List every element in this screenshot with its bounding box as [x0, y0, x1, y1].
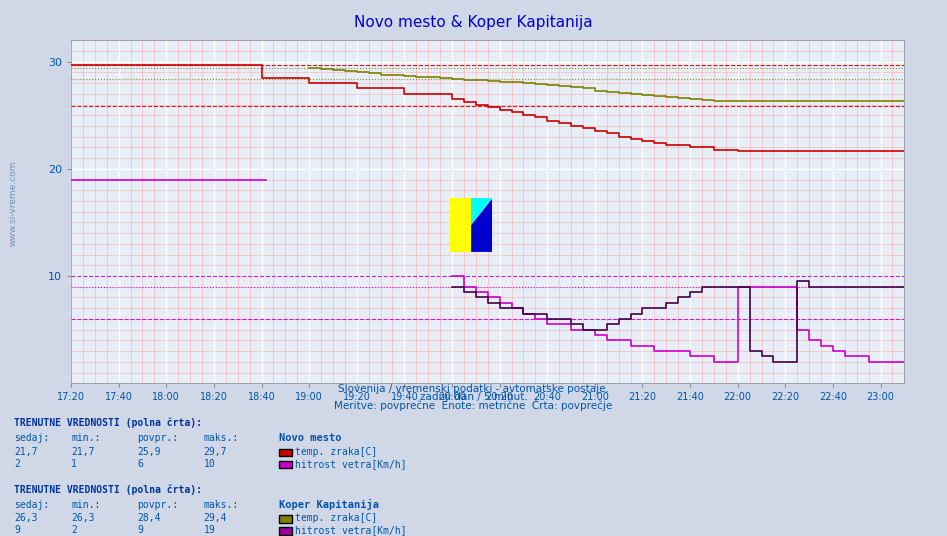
Text: 29,4: 29,4 — [204, 513, 227, 523]
Text: hitrost vetra[Km/h]: hitrost vetra[Km/h] — [295, 459, 407, 469]
Text: maks.:: maks.: — [204, 433, 239, 443]
Text: temp. zraka[C]: temp. zraka[C] — [295, 446, 378, 457]
Text: Meritve: povprečne  Enote: metrične  Črta: povprečje: Meritve: povprečne Enote: metrične Črta:… — [334, 399, 613, 411]
Text: 1: 1 — [71, 459, 77, 469]
Text: 28,4: 28,4 — [137, 513, 161, 523]
Polygon shape — [472, 198, 492, 225]
Text: maks.:: maks.: — [204, 500, 239, 510]
Text: 9: 9 — [137, 525, 143, 535]
Text: 21,7: 21,7 — [14, 446, 38, 457]
Text: 2: 2 — [71, 525, 77, 535]
Text: Novo mesto & Koper Kapitanija: Novo mesto & Koper Kapitanija — [354, 15, 593, 30]
Text: 10: 10 — [204, 459, 215, 469]
Text: 21,7: 21,7 — [71, 446, 95, 457]
Text: sedaj:: sedaj: — [14, 500, 49, 510]
Text: 29,7: 29,7 — [204, 446, 227, 457]
Text: hitrost vetra[Km/h]: hitrost vetra[Km/h] — [295, 525, 407, 535]
Text: 26,3: 26,3 — [71, 513, 95, 523]
Text: 19: 19 — [204, 525, 215, 535]
Text: Koper Kapitanija: Koper Kapitanija — [279, 498, 380, 510]
Text: 26,3: 26,3 — [14, 513, 38, 523]
Polygon shape — [450, 198, 472, 252]
Text: zadnji dan / 5 minut.: zadnji dan / 5 minut. — [420, 392, 527, 403]
Text: Slovenija / vremenski podatki - avtomatske postaje.: Slovenija / vremenski podatki - avtomats… — [338, 384, 609, 394]
Text: temp. zraka[C]: temp. zraka[C] — [295, 513, 378, 523]
Text: povpr.:: povpr.: — [137, 433, 178, 443]
Text: min.:: min.: — [71, 500, 100, 510]
Polygon shape — [472, 198, 492, 252]
Text: TRENUTNE VREDNOSTI (polna črta):: TRENUTNE VREDNOSTI (polna črta): — [14, 484, 203, 495]
Text: Novo mesto: Novo mesto — [279, 433, 342, 443]
Text: TRENUTNE VREDNOSTI (polna črta):: TRENUTNE VREDNOSTI (polna črta): — [14, 418, 203, 428]
Text: min.:: min.: — [71, 433, 100, 443]
Text: sedaj:: sedaj: — [14, 433, 49, 443]
Text: 9: 9 — [14, 525, 20, 535]
Text: 6: 6 — [137, 459, 143, 469]
Text: 25,9: 25,9 — [137, 446, 161, 457]
Text: www.si-vreme.com: www.si-vreme.com — [9, 161, 18, 247]
Text: povpr.:: povpr.: — [137, 500, 178, 510]
Text: 2: 2 — [14, 459, 20, 469]
